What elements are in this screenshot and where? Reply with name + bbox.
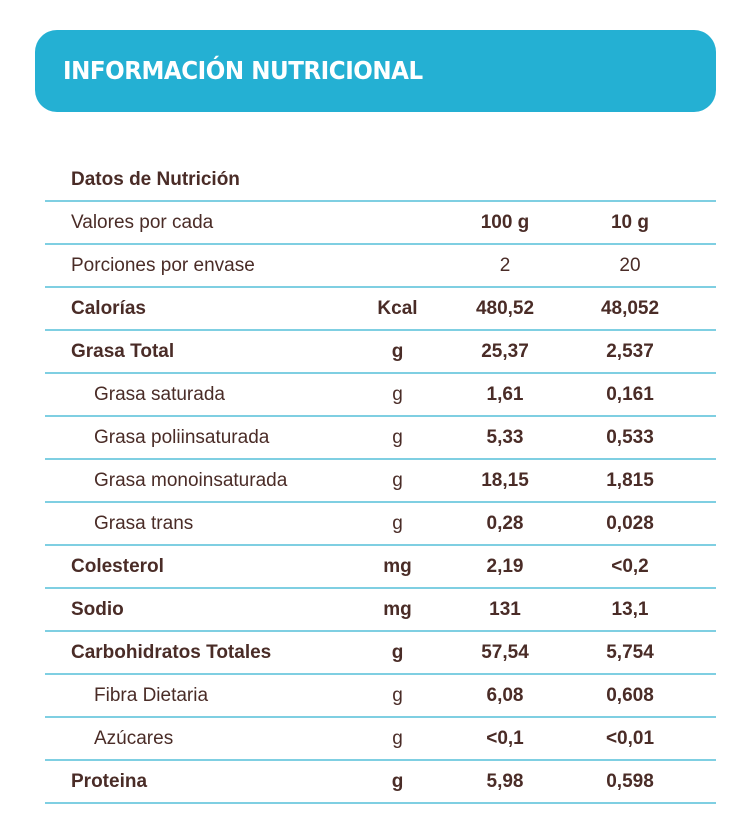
row-label: Sodio	[71, 598, 124, 620]
header-banner: INFORMACIÓN NUTRICIONAL	[35, 30, 716, 112]
serving-size-row: Valores por cada 100 g 10 g	[45, 200, 716, 243]
row-label: Grasa monoinsaturada	[94, 469, 288, 491]
table-row: Carbohidratos Totales g 57,54 5,754	[45, 630, 716, 673]
value-100g: 2	[499, 254, 511, 276]
value-10g: 0,161	[606, 383, 654, 405]
value-100g: 131	[489, 598, 521, 620]
table-row: Grasa poliinsaturada g 5,33 0,533	[45, 415, 716, 458]
value-100g: 480,52	[475, 297, 535, 319]
table-row: Proteina g 5,98 0,598	[45, 759, 716, 804]
value-10g: 0,598	[606, 770, 654, 792]
row-label: Porciones por envase	[71, 254, 255, 276]
value-10g: 5,754	[606, 641, 654, 663]
unit: g	[392, 383, 403, 405]
value-10g: 20	[619, 254, 641, 276]
value-10g: 48,052	[600, 297, 660, 319]
unit: Kcal	[377, 297, 418, 319]
table-row: Grasa saturada g 1,61 0,161	[45, 372, 716, 415]
table-row: Colesterol mg 2,19 <0,2	[45, 544, 716, 587]
row-label: Calorías	[71, 297, 146, 319]
value-10g: <0,01	[605, 727, 655, 749]
unit: mg	[383, 598, 412, 620]
unit: g	[392, 426, 403, 448]
value-100g: 18,15	[481, 469, 529, 491]
table-row: Grasa trans g 0,28 0,028	[45, 501, 716, 544]
col-header-100g: 100 g	[480, 211, 530, 233]
value-100g: <0,1	[486, 727, 524, 749]
value-10g: 13,1	[611, 598, 649, 620]
row-label: Colesterol	[71, 555, 164, 577]
unit: g	[391, 641, 404, 663]
row-label: Azúcares	[94, 727, 174, 749]
value-100g: 5,33	[486, 426, 524, 448]
row-label: Grasa trans	[94, 512, 194, 534]
unit: g	[391, 770, 404, 792]
value-100g: 6,08	[486, 684, 524, 706]
value-100g: 2,19	[486, 555, 524, 577]
table-row: Grasa monoinsaturada g 18,15 1,815	[45, 458, 716, 501]
value-100g: 25,37	[481, 340, 529, 362]
unit: g	[392, 684, 403, 706]
col-header-10g: 10 g	[610, 211, 650, 233]
row-label: Grasa Total	[71, 340, 175, 362]
value-100g: 1,61	[486, 383, 524, 405]
value-10g: 0,608	[606, 684, 654, 706]
table-row: Grasa Total g 25,37 2,537	[45, 329, 716, 372]
table-row: Sodio mg 131 13,1	[45, 587, 716, 630]
value-10g: 1,815	[606, 469, 654, 491]
row-label: Grasa saturada	[94, 383, 225, 405]
table-caption: Datos de Nutrición	[71, 169, 240, 190]
table-row: Fibra Dietaria g 6,08 0,608	[45, 673, 716, 716]
row-label: Carbohidratos Totales	[71, 641, 272, 663]
row-label: Proteina	[71, 770, 148, 792]
unit: g	[391, 340, 404, 362]
value-100g: 57,54	[481, 641, 529, 663]
row-label: Grasa poliinsaturada	[94, 426, 270, 448]
value-10g: 0,028	[606, 512, 654, 534]
value-10g: 2,537	[606, 340, 654, 362]
value-10g: 0,533	[606, 426, 654, 448]
value-10g: <0,2	[611, 555, 649, 577]
portions-row: Porciones por envase 2 20	[45, 243, 716, 286]
table-row: Calorías Kcal 480,52 48,052	[45, 286, 716, 329]
page-title: INFORMACIÓN NUTRICIONAL	[63, 56, 423, 85]
row-label: Fibra Dietaria	[94, 684, 209, 706]
unit: mg	[383, 555, 412, 577]
unit: g	[392, 727, 403, 749]
row-label: Valores por cada	[71, 211, 214, 233]
unit: g	[392, 469, 403, 491]
table-row: Azúcares g <0,1 <0,01	[45, 716, 716, 759]
value-100g: 5,98	[486, 770, 524, 792]
value-100g: 0,28	[486, 512, 524, 534]
unit: g	[392, 512, 403, 534]
nutrition-table: Datos de Nutrición Valores por cada 100 …	[45, 158, 716, 804]
